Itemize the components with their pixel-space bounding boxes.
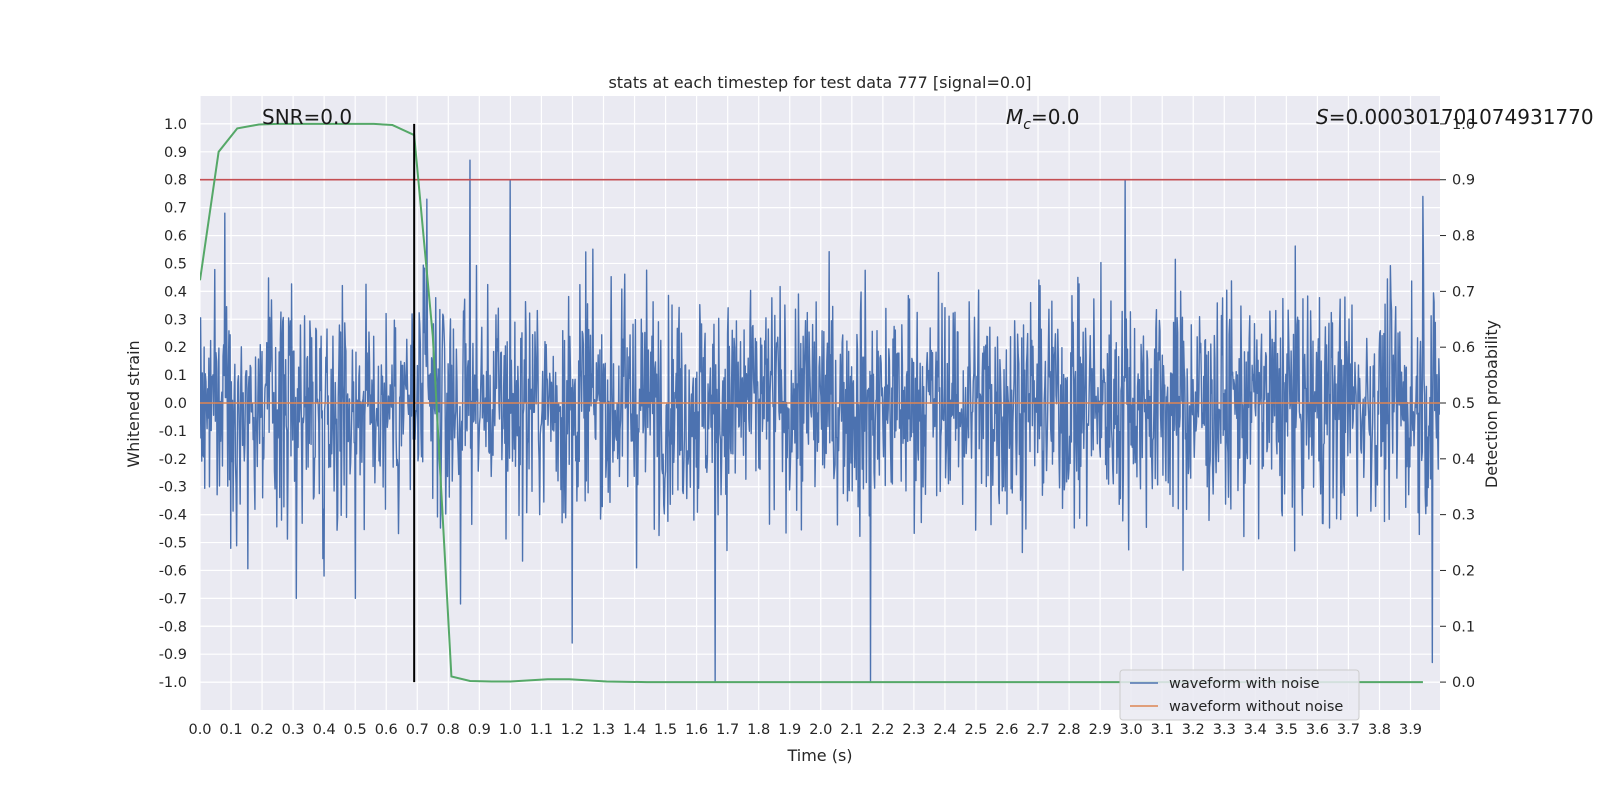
series-waveform-with-noise — [200, 159, 1440, 683]
x-tick-label: 1.4 — [623, 722, 646, 738]
y-right-tick-label: 0.9 — [1452, 173, 1475, 189]
y-right-tick-label: 0.0 — [1452, 675, 1475, 691]
mc-subscript: c — [1023, 117, 1031, 133]
y-right-tick-label: 0.3 — [1452, 508, 1475, 524]
x-tick-label: 2.5 — [964, 722, 987, 738]
x-tick-label: 0.3 — [282, 722, 305, 738]
x-tick-label: 0.6 — [375, 722, 398, 738]
chart-title: stats at each timestep for test data 777… — [608, 73, 1031, 92]
y-tick-label: 0.3 — [164, 312, 187, 328]
mc-value: =0.0 — [1031, 105, 1080, 129]
x-tick-label: 3.9 — [1399, 722, 1422, 738]
x-tick-label: 0.9 — [468, 722, 491, 738]
x-tick-label: 0.2 — [251, 722, 274, 738]
x-tick-label: 2.7 — [1027, 722, 1050, 738]
y-tick-label: 1.0 — [164, 117, 187, 133]
x-tick-label: 0.8 — [437, 722, 460, 738]
x-axis-label: Time (s) — [786, 746, 852, 765]
x-tick-label: 1.7 — [716, 722, 739, 738]
y-right-tick-label: 1.0 — [1452, 117, 1475, 133]
legend-box — [1119, 669, 1360, 721]
y-tick-label: 0.0 — [164, 396, 187, 412]
y-tick-label: -1.0 — [159, 675, 187, 691]
x-tick-label: 3.8 — [1368, 722, 1391, 738]
x-tick-label: 0.4 — [313, 722, 336, 738]
mc-annotation: Mc=0.0 — [1006, 105, 1080, 133]
snr-annotation: SNR=0.0 — [262, 105, 352, 129]
legend-label-noise: waveform with noise — [1169, 676, 1320, 692]
legend-label-clean: waveform without noise — [1169, 699, 1343, 715]
x-tick-label: 2.8 — [1058, 722, 1081, 738]
y-tick-label: -0.8 — [159, 619, 187, 635]
y-tick-label: -0.1 — [159, 424, 187, 440]
y-axis-label: Whitened strain — [124, 340, 143, 467]
x-tick-label: 2.4 — [933, 722, 956, 738]
x-tick-label: 2.0 — [809, 722, 832, 738]
y-tick-label: -0.6 — [159, 563, 187, 579]
mc-symbol: M — [1006, 105, 1023, 129]
y-tick-label: -0.7 — [159, 591, 187, 607]
x-tick-label: 1.8 — [747, 722, 770, 738]
x-tick-label: 3.3 — [1213, 722, 1236, 738]
x-tick-label: 3.1 — [1151, 722, 1174, 738]
y-tick-label: -0.2 — [159, 452, 187, 468]
x-tick-label: 1.5 — [654, 722, 677, 738]
s-annotation: S=0.000301701074931770 — [1316, 105, 1594, 129]
y-right-tick-label: 0.2 — [1452, 563, 1475, 579]
y-tick-label: 0.5 — [164, 256, 187, 272]
x-tick-label: 1.6 — [685, 722, 708, 738]
x-tick-label: 2.1 — [840, 722, 863, 738]
x-tick-label: 1.3 — [592, 722, 615, 738]
y-tick-label: 0.8 — [164, 173, 187, 189]
y-right-tick-label: 0.4 — [1452, 452, 1475, 468]
s-symbol: S — [1316, 105, 1329, 129]
x-tick-label: 1.1 — [530, 722, 553, 738]
y-right-tick-label: 0.1 — [1452, 619, 1475, 635]
y-axis-right-label: Detection probability — [1482, 320, 1501, 488]
x-tick-label: 3.2 — [1182, 722, 1205, 738]
s-value: =0.000301701074931770 — [1329, 105, 1594, 129]
y-tick-label: 0.1 — [164, 368, 187, 384]
x-tick-label: 0.1 — [220, 722, 243, 738]
y-tick-label: -0.3 — [159, 480, 187, 496]
y-tick-label: 0.9 — [164, 145, 187, 161]
x-tick-label: 2.2 — [871, 722, 894, 738]
y-right-tick-label: 0.5 — [1452, 396, 1475, 412]
ticks: 0.0 0.1 0.2 0.3 0.4 0.5 0.6 0.7 0.8 0.9 1.0 1.1 1.2 1… — [159, 117, 1475, 738]
series-layer — [200, 122, 1440, 684]
y-right-tick-label: 0.8 — [1452, 229, 1475, 245]
x-tick-label: 3.5 — [1275, 722, 1298, 738]
x-tick-label: 3.0 — [1120, 722, 1143, 738]
x-tick-label: 3.6 — [1306, 722, 1329, 738]
y-tick-label: 0.7 — [164, 201, 187, 217]
x-tick-label: 1.0 — [499, 722, 522, 738]
y-tick-label: -0.4 — [159, 508, 187, 524]
series-detection-probability — [200, 122, 1423, 684]
x-tick-label: 3.7 — [1337, 722, 1360, 738]
x-tick-label: 1.9 — [778, 722, 801, 738]
y-tick-label: -0.5 — [159, 536, 187, 552]
y-tick-label: 0.6 — [164, 229, 187, 245]
x-tick-label: 0.5 — [344, 722, 367, 738]
y-right-tick-label: 0.7 — [1452, 284, 1475, 300]
x-tick-label: 2.3 — [902, 722, 925, 738]
y-tick-label: -0.9 — [159, 647, 187, 663]
x-tick-label: 3.4 — [1244, 722, 1267, 738]
y-tick-label: 0.2 — [164, 340, 187, 356]
y-tick-label: 0.4 — [164, 284, 187, 300]
y-right-tick-label: 0.6 — [1452, 340, 1475, 356]
x-tick-label: 1.2 — [561, 722, 584, 738]
x-tick-label: 0.7 — [406, 722, 429, 738]
x-tick-label: 0.0 — [188, 722, 211, 738]
x-tick-label: 2.9 — [1089, 722, 1112, 738]
x-tick-label: 2.6 — [995, 722, 1018, 738]
legend: waveform with noise waveform without noi… — [1119, 669, 1360, 721]
